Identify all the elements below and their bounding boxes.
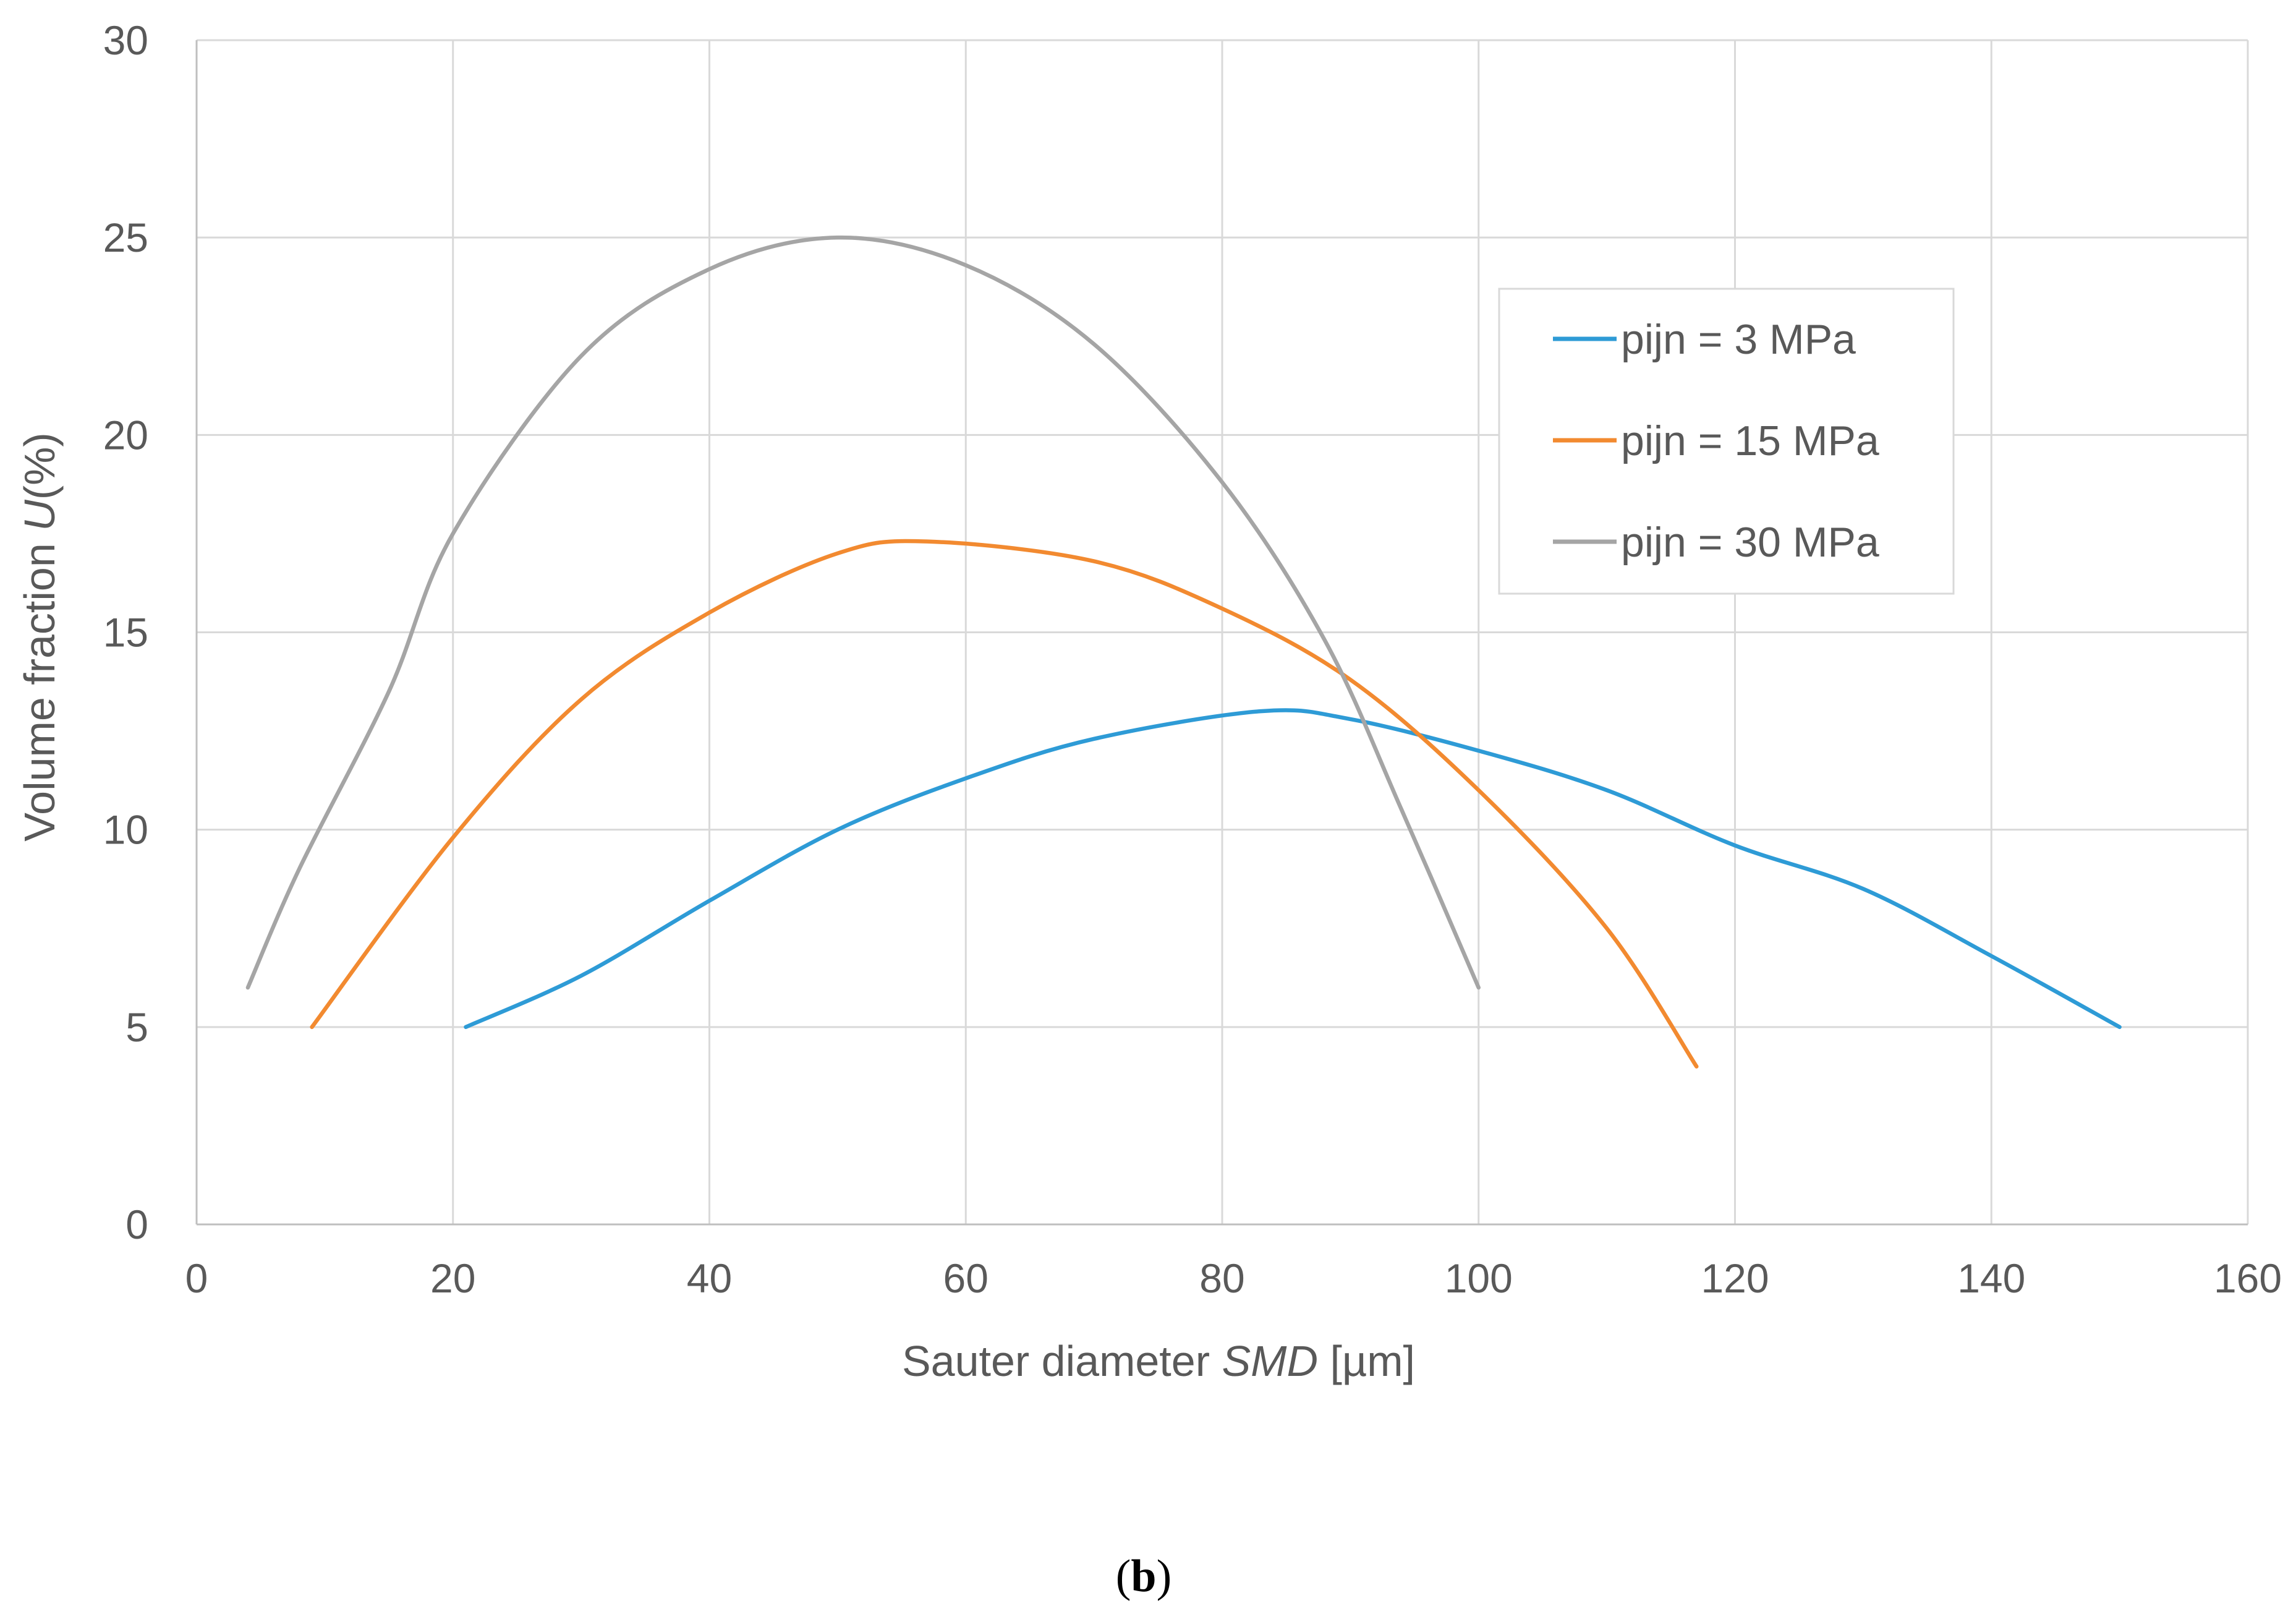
x-tick-label: 160 (2214, 1255, 2282, 1301)
x-tick-label: 80 (1199, 1255, 1244, 1301)
caption-close-paren: ) (1157, 1551, 1172, 1602)
caption-open-paren: ( (1116, 1551, 1131, 1602)
axes (195, 40, 2248, 1226)
series-pijn-3-mpa-line (464, 708, 2122, 1030)
x-axis-title: Sauter diameter SMD [µm] (902, 1337, 1415, 1385)
x-axis-title-italic: SMD (1222, 1337, 1318, 1385)
x-axis-title-suffix: [µm] (1318, 1337, 1415, 1385)
y-tick-label: 15 (103, 610, 148, 655)
x-tick-label: 40 (687, 1255, 732, 1301)
y-tick-label: 30 (103, 17, 148, 63)
legend-items: pijn = 3 MPa pijn = 15 MPa pijn = 30 MPa (1553, 316, 1879, 566)
x-tick-label: 20 (430, 1255, 475, 1301)
x-tick-label: 100 (1445, 1255, 1513, 1301)
x-axis-title-prefix: Sauter diameter (902, 1337, 1222, 1385)
x-tick-label: 0 (185, 1255, 208, 1301)
series-pijn-15-mpa-line (310, 539, 1699, 1069)
legend: pijn = 3 MPa pijn = 15 MPa pijn = 30 MPa (1498, 288, 1955, 595)
y-tick-label: 10 (103, 807, 148, 853)
legend-label: pijn = 15 MPa (1621, 417, 1879, 464)
y-tick-label: 5 (125, 1004, 148, 1050)
legend-label: pijn = 30 MPa (1621, 519, 1879, 566)
series-lines (245, 235, 2122, 1069)
x-tick-label: 120 (1701, 1255, 1769, 1301)
figure-caption: (b) (1116, 1551, 1171, 1602)
gridlines (197, 39, 2249, 1224)
y-tick-label: 0 (125, 1202, 148, 1247)
tick-labels: 0 20 40 60 80 100 120 140 160 0 5 10 15 20 25 30 (103, 17, 2282, 1301)
legend-label: pijn = 3 MPa (1621, 316, 1856, 363)
caption-letter: b (1131, 1551, 1156, 1602)
x-tick-label: 140 (1957, 1255, 2025, 1301)
y-tick-label: 20 (103, 412, 148, 458)
y-axis-title-prefix: Volume fraction (15, 531, 64, 842)
y-axis-title-italic: U (15, 500, 64, 531)
x-tick-label: 60 (943, 1255, 989, 1301)
y-tick-label: 25 (103, 215, 148, 260)
series-pijn-30-mpa-line (245, 235, 1481, 990)
y-axis-title: Volume fraction U(%) (15, 432, 64, 841)
y-axis-title-suffix: (%) (15, 432, 64, 500)
